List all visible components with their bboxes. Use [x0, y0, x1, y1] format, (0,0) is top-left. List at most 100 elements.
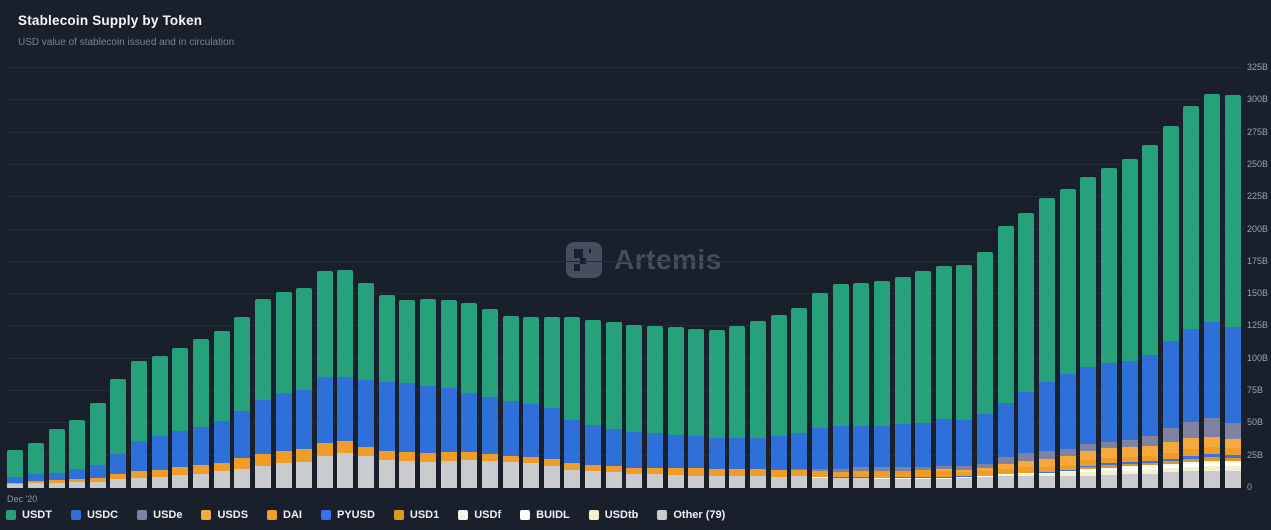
stacked-bar-apr--22[interactable]: [337, 269, 354, 488]
stacked-bar-nov--21[interactable]: [234, 316, 251, 488]
stacked-bar-sep--22[interactable]: [440, 299, 457, 488]
bar-segment-usdc: [770, 436, 787, 470]
stacked-bar-jul--22[interactable]: [399, 299, 416, 488]
stacked-bar-jan--24[interactable]: [770, 314, 787, 488]
stacked-bar-feb--24[interactable]: [791, 307, 808, 488]
stacked-bar-may--24[interactable]: [853, 282, 870, 488]
legend-item-usdtb[interactable]: USDtb: [588, 509, 638, 521]
stacked-bar-dec--23[interactable]: [750, 320, 767, 488]
legend-item-usdc[interactable]: USDC: [70, 509, 118, 521]
stacked-bar-dec--20[interactable]: [7, 450, 24, 488]
legend-item-other-79-[interactable]: Other (79): [657, 509, 725, 521]
bar-segment-dai: [358, 446, 375, 456]
stacked-bar-feb--21[interactable]: [48, 428, 65, 488]
stacked-bar-may--21[interactable]: [110, 379, 127, 488]
stacked-bar-aug--21[interactable]: [172, 348, 189, 488]
bar-segment-buidl: [1100, 467, 1117, 472]
stacked-bar-mar--21[interactable]: [69, 419, 86, 488]
legend-item-usd1[interactable]: USD1: [393, 509, 439, 521]
stacked-bar-jan--21[interactable]: [27, 443, 44, 488]
stacked-bar-may--25[interactable]: [1100, 167, 1117, 488]
stacked-bar-mar--25[interactable]: [1059, 188, 1076, 488]
stacked-bar-dec--22[interactable]: [502, 316, 519, 488]
stacked-bar-dec--24[interactable]: [997, 225, 1014, 488]
bar-segment-buidl: [1183, 464, 1200, 467]
bar-segment-dai: [646, 468, 663, 474]
stacked-bar-oct--25[interactable]: [1204, 93, 1221, 488]
stacked-bar-aug--22[interactable]: [419, 299, 436, 488]
stacked-bar-mar--22[interactable]: [316, 270, 333, 488]
stacked-bar-may--22[interactable]: [358, 282, 375, 488]
bar-segment-usde: [997, 456, 1014, 464]
bar-segment-other-79-: [358, 455, 375, 488]
bar-segment-usdc: [1059, 373, 1076, 449]
bar-segment-usdc: [977, 413, 994, 464]
bar-segment-dai: [832, 471, 849, 478]
stacked-bar-nov--22[interactable]: [481, 309, 498, 488]
stacked-bar-jun--21[interactable]: [131, 361, 148, 488]
stacked-bar-sep--23[interactable]: [688, 328, 705, 488]
stacked-bar-jan--22[interactable]: [275, 292, 292, 488]
bar-segment-pyusd: [1183, 455, 1200, 459]
legend-item-usds[interactable]: USDS: [201, 509, 248, 521]
stacked-bar-jul--25[interactable]: [1142, 145, 1159, 488]
legend-item-usdt[interactable]: USDT: [6, 509, 52, 521]
stacked-bar-jul--23[interactable]: [646, 326, 663, 488]
stacked-bar-jan--25[interactable]: [1018, 212, 1035, 488]
stacked-bar-jun--25[interactable]: [1121, 159, 1138, 488]
stacked-bar-jul--24[interactable]: [894, 276, 911, 488]
stacked-bar-feb--25[interactable]: [1038, 198, 1055, 488]
bar-segment-pyusd: [1100, 463, 1117, 465]
stacked-bar-oct--22[interactable]: [461, 303, 478, 488]
stacked-bar-oct--23[interactable]: [708, 329, 725, 488]
stacked-bar-jun--22[interactable]: [378, 295, 395, 488]
legend-item-buidl[interactable]: BUIDL: [520, 509, 570, 521]
stacked-bar-aug--23[interactable]: [667, 327, 684, 488]
stacked-bar-apr--25[interactable]: [1080, 176, 1097, 488]
stacked-bar-dec--21[interactable]: [254, 299, 271, 488]
y-tick-label: 325B: [1247, 62, 1269, 72]
stacked-bar-may--23[interactable]: [605, 321, 622, 488]
bar-segment-usdt: [27, 443, 44, 475]
bar-segment-dai: [667, 468, 684, 475]
bar-segment-other-79-: [708, 476, 725, 488]
bar-segment-usdc: [27, 474, 44, 481]
stacked-bar-sep--21[interactable]: [193, 338, 210, 488]
stacked-bar-mar--24[interactable]: [812, 293, 829, 488]
gridline: [5, 228, 1243, 230]
stacked-bar-aug--25[interactable]: [1162, 125, 1179, 488]
legend-item-usde[interactable]: USDe: [137, 509, 182, 521]
stacked-bar-nov--25[interactable]: [1224, 94, 1241, 488]
bar-segment-other-79-: [873, 478, 890, 488]
stacked-bar-mar--23[interactable]: [564, 317, 581, 488]
stacked-bar-feb--23[interactable]: [543, 317, 560, 488]
stacked-bar-sep--24[interactable]: [935, 265, 952, 488]
stacked-bar-apr--23[interactable]: [585, 320, 602, 488]
bar-segment-dai: [234, 457, 251, 469]
bar-segment-dai: [1100, 457, 1117, 464]
bar-segment-other-79-: [605, 472, 622, 488]
stacked-bar-jun--23[interactable]: [626, 324, 643, 488]
bar-segment-usdt: [337, 269, 354, 377]
legend-item-pyusd[interactable]: PYUSD: [320, 509, 375, 521]
stacked-bar-apr--21[interactable]: [89, 402, 106, 488]
bar-segment-usdc: [48, 472, 65, 481]
stacked-bar-feb--22[interactable]: [296, 287, 313, 488]
stacked-bar-jan--23[interactable]: [523, 317, 540, 488]
stacked-bar-oct--24[interactable]: [956, 264, 973, 488]
bar-segment-usde: [791, 469, 808, 470]
stacked-bar-nov--23[interactable]: [729, 325, 746, 488]
stacked-bar-nov--24[interactable]: [977, 252, 994, 488]
stacked-bar-jul--21[interactable]: [151, 356, 168, 488]
bar-segment-usdf: [1121, 466, 1138, 467]
stacked-bar-sep--25[interactable]: [1183, 106, 1200, 488]
y-tick-label: 175B: [1247, 255, 1269, 266]
stacked-bar-aug--24[interactable]: [915, 271, 932, 488]
bar-segment-dai: [1162, 452, 1179, 460]
stacked-bar-jun--24[interactable]: [873, 280, 890, 488]
legend-item-dai[interactable]: DAI: [267, 509, 302, 521]
legend-item-usdf[interactable]: USDf: [458, 509, 501, 521]
bar-segment-usdt: [935, 265, 952, 420]
stacked-bar-apr--24[interactable]: [832, 283, 849, 488]
stacked-bar-oct--21[interactable]: [213, 331, 230, 488]
